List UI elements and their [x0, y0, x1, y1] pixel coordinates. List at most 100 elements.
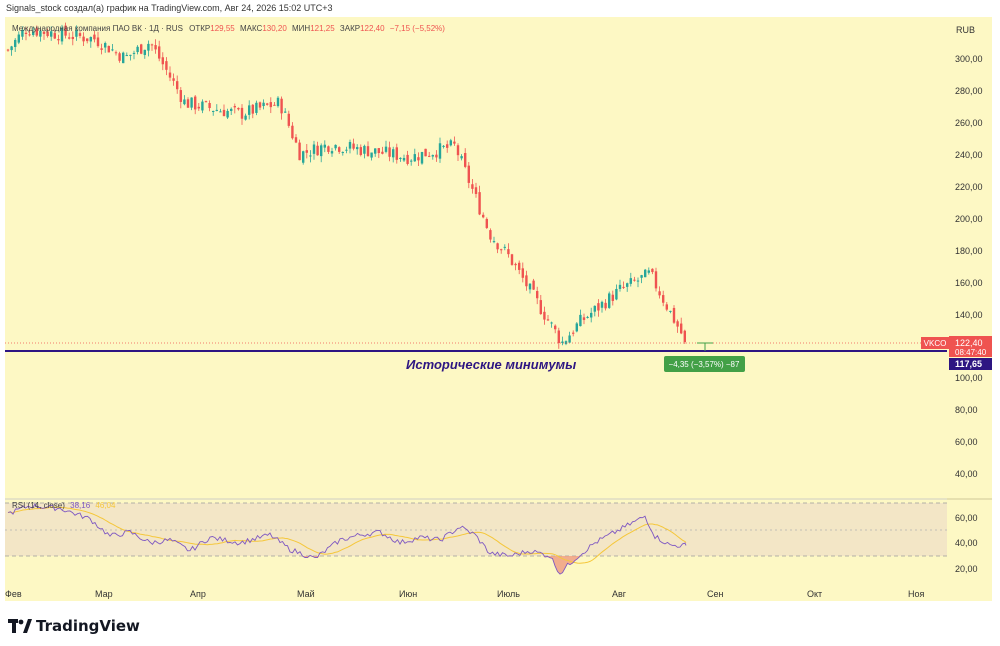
candle — [302, 151, 305, 163]
rsi-series[interactable] — [7, 503, 687, 575]
candle — [424, 148, 427, 157]
time-label: Окт — [807, 589, 822, 599]
rsi-legend-label: RSI (14, close) — [12, 501, 65, 510]
candle — [651, 268, 654, 273]
candle — [618, 284, 622, 289]
candle — [374, 148, 377, 154]
rsi-line — [7, 503, 687, 575]
time-label: Июн — [399, 589, 417, 599]
candles[interactable] — [6, 22, 686, 349]
candle — [154, 45, 157, 50]
candle — [428, 155, 431, 157]
candle — [672, 307, 676, 323]
price-tick: 300,00 — [955, 54, 983, 64]
candle — [406, 154, 409, 164]
candle — [611, 294, 614, 301]
candle — [590, 312, 593, 318]
historical-low-label: Исторические минимумы — [406, 357, 576, 372]
candle — [680, 323, 683, 334]
candle — [525, 275, 528, 287]
candle — [251, 104, 254, 114]
candle — [316, 145, 319, 156]
candle — [442, 145, 445, 147]
candle — [626, 283, 629, 287]
candle — [460, 156, 463, 159]
candle — [298, 142, 301, 161]
candle — [75, 30, 78, 37]
legend[interactable]: Международная компания ПАО ВК · 1Д · RUS… — [12, 24, 445, 510]
candle — [309, 155, 312, 157]
candle — [266, 103, 269, 105]
candle — [546, 319, 550, 321]
candle — [352, 143, 355, 149]
last-price-badge — [949, 336, 992, 357]
candle — [219, 111, 222, 113]
candle — [233, 105, 236, 108]
price-tick: 220,00 — [955, 182, 983, 192]
rsi-legend-ma: 46,04 — [95, 501, 116, 510]
candle — [6, 49, 10, 51]
candle — [359, 147, 362, 155]
price-tick: 280,00 — [955, 86, 983, 96]
candle — [388, 147, 391, 157]
candle — [104, 43, 107, 48]
candle — [334, 144, 337, 149]
candle — [600, 301, 604, 308]
candle — [644, 269, 647, 278]
candle — [561, 341, 564, 343]
candle — [291, 125, 294, 139]
candle — [183, 99, 186, 105]
last-price-value: 122,40 — [955, 338, 983, 348]
candle — [507, 249, 510, 255]
candle — [276, 97, 280, 107]
candle — [136, 46, 139, 53]
price-tick: 200,00 — [955, 214, 983, 224]
measure-tool[interactable]: −4,35 (−3,57%) −87 — [664, 342, 745, 372]
price-tick: 160,00 — [955, 278, 983, 288]
candle — [572, 332, 575, 334]
level-badge-value: 117,65 — [955, 359, 982, 369]
candle — [140, 44, 143, 54]
candle — [176, 81, 179, 90]
candle — [669, 310, 672, 312]
candle — [86, 38, 89, 42]
candle — [377, 148, 380, 154]
candle — [258, 102, 262, 108]
candle — [212, 110, 215, 112]
candle — [554, 325, 557, 330]
ticker-badge-text: VKCO — [924, 339, 947, 348]
candle — [449, 140, 452, 146]
candle — [226, 110, 229, 118]
candle — [89, 36, 92, 42]
candle — [222, 109, 226, 117]
candle — [485, 218, 488, 228]
candle — [21, 29, 24, 37]
candle — [647, 270, 650, 273]
axis-corner — [947, 583, 992, 601]
price-tick: 260,00 — [955, 118, 983, 128]
rsi-legend-value: 38,16 — [70, 501, 91, 510]
candle — [147, 43, 150, 51]
candle — [186, 99, 190, 108]
candle — [528, 283, 532, 290]
candle — [50, 31, 53, 37]
price-tick: 140,00 — [955, 310, 983, 320]
time-axis-area[interactable] — [5, 583, 947, 601]
price-axis-area[interactable] — [947, 17, 992, 583]
candle — [392, 149, 395, 158]
tradingview-logo[interactable]: TradingView — [8, 617, 140, 635]
legend-close: 122,40 — [360, 24, 385, 33]
candle — [68, 37, 71, 39]
candle — [158, 46, 161, 59]
legend-high: 130,20 — [262, 24, 287, 33]
candle — [284, 111, 287, 113]
candle — [384, 146, 388, 152]
candle — [305, 150, 308, 153]
price-tick: 60,00 — [955, 437, 978, 447]
candle — [320, 145, 323, 157]
candle — [208, 102, 211, 109]
price-pane[interactable] — [5, 17, 947, 498]
candle — [28, 34, 31, 36]
candle — [410, 160, 413, 162]
